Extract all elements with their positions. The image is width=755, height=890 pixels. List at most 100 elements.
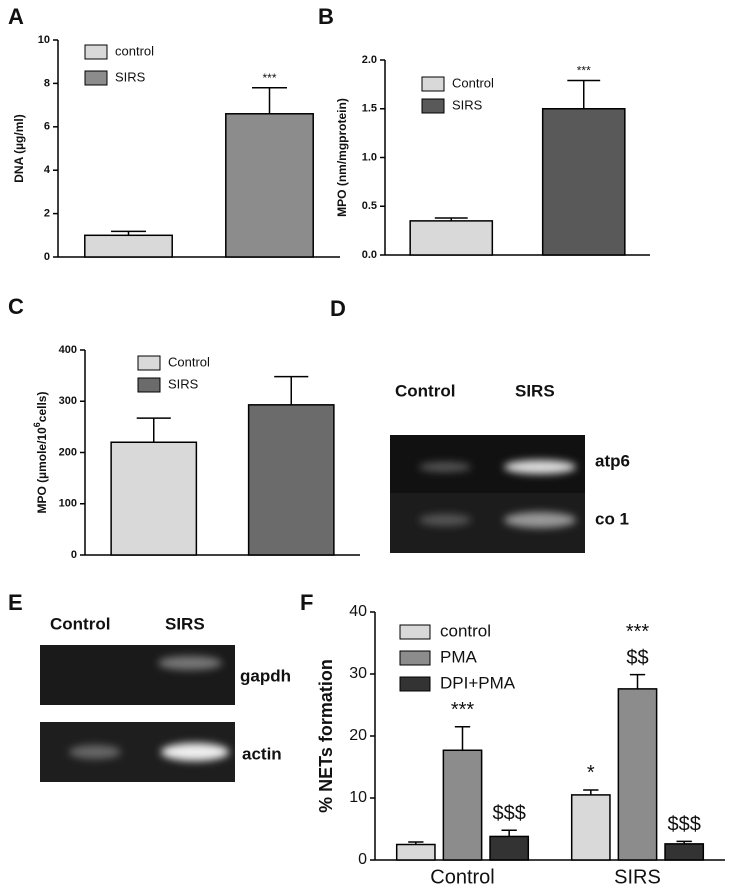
lane-label: SIRS	[165, 614, 205, 633]
y-axis-label-part: 6	[32, 422, 42, 427]
panel-letter: B	[318, 4, 334, 29]
legend-label: SIRS	[115, 69, 146, 84]
y-tick-label: 10	[349, 789, 367, 806]
x-tick-label: Control	[430, 866, 494, 888]
gel-band	[504, 512, 576, 528]
error-bar	[252, 86, 287, 114]
error-bar	[583, 789, 599, 795]
annotation: $$$	[667, 814, 700, 836]
y-tick-label: 6	[44, 121, 50, 133]
annotation: $$	[626, 647, 648, 669]
legend-swatch	[421, 98, 445, 114]
legend-swatch	[399, 650, 431, 666]
legend-swatch	[137, 355, 161, 371]
lane-label: Control	[395, 381, 455, 400]
error-bar	[676, 840, 692, 844]
band-label: co 1	[595, 509, 629, 528]
y-tick-label: 20	[349, 727, 367, 744]
y-tick-label: 30	[349, 665, 367, 682]
y-tick-label: 1.5	[362, 103, 377, 115]
legend-label: Control	[168, 354, 210, 369]
legend-label: control	[115, 43, 154, 58]
annotation: ***	[626, 621, 650, 643]
y-tick-label: 1.0	[362, 151, 377, 163]
y-axis-label-part: MPO (µmole/10	[35, 427, 49, 514]
y-tick-label: 0.0	[362, 249, 377, 261]
y-tick-label: 2	[44, 208, 50, 220]
y-tick-label: 4	[44, 164, 51, 176]
error-bar	[111, 230, 146, 236]
y-tick-label: 8	[44, 77, 50, 89]
y-axis-label: DNA (µg/ml)	[12, 114, 26, 182]
annotation: *	[587, 762, 595, 784]
y-tick-label: 2.0	[362, 54, 377, 66]
bar	[84, 234, 173, 258]
band-label: actin	[242, 744, 282, 763]
panel-letter: D	[330, 296, 346, 321]
y-tick-label: 100	[59, 498, 77, 510]
gel-band	[504, 460, 576, 474]
legend-swatch	[399, 676, 431, 692]
y-tick-label: 0.5	[362, 200, 377, 212]
legend-swatch	[421, 76, 445, 92]
bar	[541, 108, 626, 256]
legend-swatch	[137, 377, 161, 393]
gel-band	[69, 745, 121, 759]
band-label: gapdh	[240, 666, 291, 685]
panel-letter: C	[8, 294, 24, 319]
error-bar	[567, 79, 601, 109]
panel-letter: A	[8, 4, 24, 29]
error-bar	[629, 673, 646, 689]
x-tick-label: SIRS	[614, 866, 661, 888]
bar	[409, 220, 494, 256]
legend-swatch	[399, 624, 431, 640]
y-tick-label: 200	[59, 446, 77, 458]
lane-label: SIRS	[515, 381, 555, 400]
bar	[247, 404, 335, 556]
annotation: ***	[262, 71, 276, 85]
error-bar	[434, 217, 468, 221]
error-bar	[501, 829, 517, 837]
lane-label: Control	[50, 614, 110, 633]
y-axis-label-part: cells)	[35, 392, 49, 423]
bar	[664, 843, 705, 861]
gel-band	[161, 743, 229, 761]
legend-label: SIRS	[168, 376, 199, 391]
bar	[225, 113, 314, 258]
y-tick-label: 300	[59, 395, 77, 407]
bar	[395, 843, 436, 861]
legend-label: Control	[452, 75, 494, 90]
y-axis-label: % NETs formation	[316, 659, 336, 813]
annotation: ***	[577, 64, 591, 78]
gel-band	[158, 656, 222, 670]
band-label: atp6	[595, 451, 630, 470]
legend-label: DPI+PMA	[440, 673, 516, 692]
y-tick-label: 40	[349, 603, 367, 620]
annotation: ***	[451, 699, 475, 721]
bar	[110, 441, 198, 556]
legend-swatch	[84, 44, 108, 60]
gel-image	[40, 645, 235, 705]
y-axis-label: MPO (nm/mgprotein)	[335, 98, 349, 217]
y-tick-label: 400	[59, 344, 77, 356]
error-bar	[454, 725, 471, 751]
gel-band	[419, 514, 471, 526]
annotation: $$$	[492, 803, 525, 825]
legend-label: SIRS	[452, 97, 483, 112]
error-bar	[274, 375, 309, 405]
bar	[617, 688, 658, 861]
bar	[489, 835, 530, 861]
bar	[442, 749, 483, 861]
y-tick-label: 10	[38, 34, 50, 46]
panel-letter: E	[8, 590, 23, 615]
y-tick-label: 0	[44, 251, 50, 263]
y-axis-label: MPO (µmole/106cells)	[32, 392, 49, 514]
y-tick-label: 0	[358, 851, 367, 868]
gel-band	[419, 462, 471, 472]
error-bar	[136, 417, 171, 443]
error-bar	[408, 841, 424, 845]
bar	[570, 794, 611, 861]
y-tick-label: 0	[71, 549, 77, 561]
legend-swatch	[84, 70, 108, 86]
